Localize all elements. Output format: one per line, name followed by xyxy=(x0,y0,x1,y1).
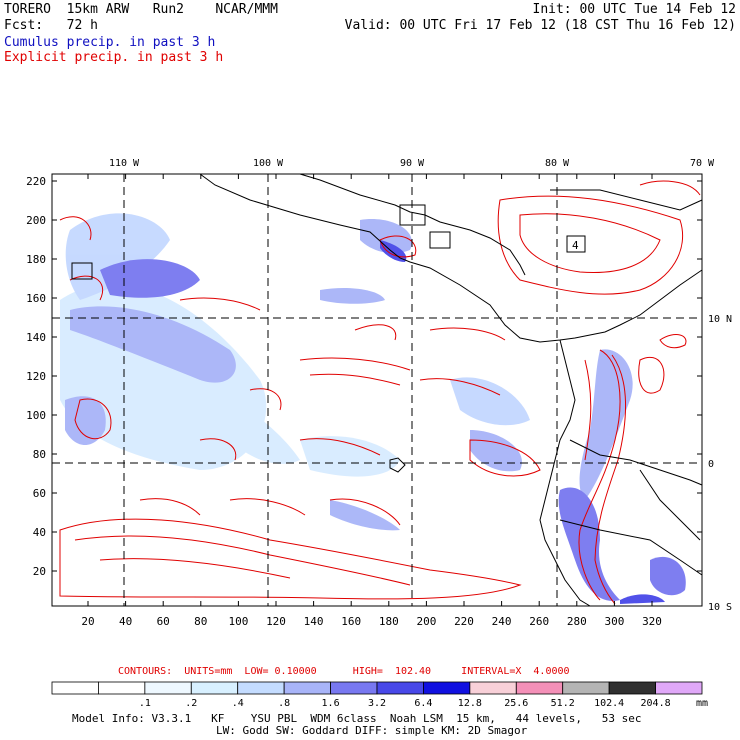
y-grid-label: 160 xyxy=(26,292,46,305)
legend-swatch xyxy=(423,681,471,695)
x-grid-label: 160 xyxy=(341,615,361,628)
valid-time: Valid: 00 UTC Fri 17 Feb 12 (18 CST Thu … xyxy=(344,18,736,33)
x-grid-label: 280 xyxy=(567,615,587,628)
legend-swatch xyxy=(469,681,517,695)
legend-swatch xyxy=(190,681,239,695)
grid-x-labels: 20 40 60 80 100 120 140 160 180 200 220 240 260 280 30… xyxy=(81,615,662,628)
lat-label: 10 S xyxy=(708,602,732,613)
cumulus-precip-label: Cumulus precip. in past 3 h xyxy=(4,35,216,50)
lat-label: 10 N xyxy=(708,314,732,325)
lon-label: 80 W xyxy=(545,158,570,169)
longitude-labels: 110 W 100 W 90 W 80 W 70 W xyxy=(109,158,715,169)
explicit-precip-label: Explicit precip. in past 3 h xyxy=(4,50,224,65)
y-grid-label: 80 xyxy=(33,448,46,461)
lon-label: 110 W xyxy=(109,158,140,169)
init-time: Init: 00 UTC Tue 14 Feb 12 xyxy=(532,2,737,17)
x-grid-label: 320 xyxy=(642,615,662,628)
x-grid-label: 200 xyxy=(416,615,436,628)
y-grid-label: 120 xyxy=(26,370,46,383)
legend-threshold: 6.4 xyxy=(414,698,432,709)
legend-swatch xyxy=(330,681,378,695)
legend-swatch xyxy=(283,681,331,695)
forecast-hour: Fcst: 72 h xyxy=(4,18,98,33)
legend-threshold: 204.8 xyxy=(641,698,671,709)
legend-swatch xyxy=(608,681,656,695)
y-grid-label: 40 xyxy=(33,526,46,539)
x-grid-label: 120 xyxy=(266,615,286,628)
cumulus-precip-shading xyxy=(60,213,686,604)
color-legend: .1.2.4.8 1.6 3.2 6.4 12.8 25.6 51.2 102.4 204.8 … xyxy=(51,681,708,709)
legend-threshold: 1.6 xyxy=(322,698,340,709)
x-grid-label: 140 xyxy=(304,615,324,628)
latitude-labels: 10 N 0 10 S xyxy=(708,314,732,613)
legend-swatch xyxy=(515,681,564,695)
station-box xyxy=(566,235,586,253)
legend-threshold: .2 xyxy=(185,698,197,709)
lat-label: 0 xyxy=(708,459,714,470)
x-grid-label: 80 xyxy=(194,615,207,628)
plot-frame xyxy=(51,173,703,607)
legend-swatch xyxy=(655,681,703,695)
contour-info: CONTOURS: UNITS=mm LOW= 0.10000 HIGH= 10… xyxy=(118,666,570,677)
lon-label: 100 W xyxy=(253,158,284,169)
legend-swatch xyxy=(376,681,424,695)
grid-y-labels: 220 200 180 160 140 120 100 80 60 40 20 xyxy=(26,175,46,578)
legend-swatch xyxy=(237,681,285,695)
legend-threshold: .1 xyxy=(139,698,151,709)
model-title: TORERO 15km ARW Run2 NCAR/MMM xyxy=(4,2,278,17)
station-marker: 4 xyxy=(572,239,579,252)
x-grid-label: 300 xyxy=(604,615,624,628)
legend-swatch xyxy=(144,681,192,695)
lat-lon-grid xyxy=(52,174,702,606)
x-grid-label: 220 xyxy=(454,615,474,628)
x-grid-label: 100 xyxy=(228,615,248,628)
legend-threshold: .4 xyxy=(232,698,244,709)
x-grid-label: 60 xyxy=(157,615,170,628)
physics-info: LW: Godd SW: Goddard DIFF: simple KM: 2D… xyxy=(216,724,528,737)
explicit-precip-contours xyxy=(59,180,701,605)
y-grid-label: 20 xyxy=(33,565,46,578)
axis-ticks xyxy=(52,174,702,606)
lon-label: 70 W xyxy=(690,158,715,169)
x-grid-label: 240 xyxy=(492,615,512,628)
x-grid-label: 260 xyxy=(529,615,549,628)
model-info: Model Info: V3.3.1 KF YSU PBL WDM 6class… xyxy=(72,712,642,725)
y-grid-label: 140 xyxy=(26,331,46,344)
legend-threshold: .8 xyxy=(278,698,290,709)
legend-swatch xyxy=(562,681,610,695)
legend-threshold: 3.2 xyxy=(368,698,386,709)
y-grid-label: 100 xyxy=(26,409,46,422)
x-grid-label: 40 xyxy=(119,615,132,628)
legend-threshold: 25.6 xyxy=(504,698,528,709)
legend-threshold: 102.4 xyxy=(594,698,624,709)
x-grid-label: 20 xyxy=(81,615,94,628)
x-grid-label: 180 xyxy=(379,615,399,628)
legend-swatch xyxy=(98,681,146,695)
y-grid-label: 180 xyxy=(26,253,46,266)
y-grid-label: 220 xyxy=(26,175,46,188)
domain-box xyxy=(71,262,93,280)
lon-label: 90 W xyxy=(400,158,425,169)
y-grid-label: 200 xyxy=(26,214,46,227)
legend-threshold: 12.8 xyxy=(458,698,482,709)
legend-swatch xyxy=(51,681,99,695)
legend-unit: mm xyxy=(696,698,708,709)
legend-threshold: 51.2 xyxy=(551,698,575,709)
y-grid-label: 60 xyxy=(33,487,46,500)
coastlines xyxy=(199,173,703,607)
